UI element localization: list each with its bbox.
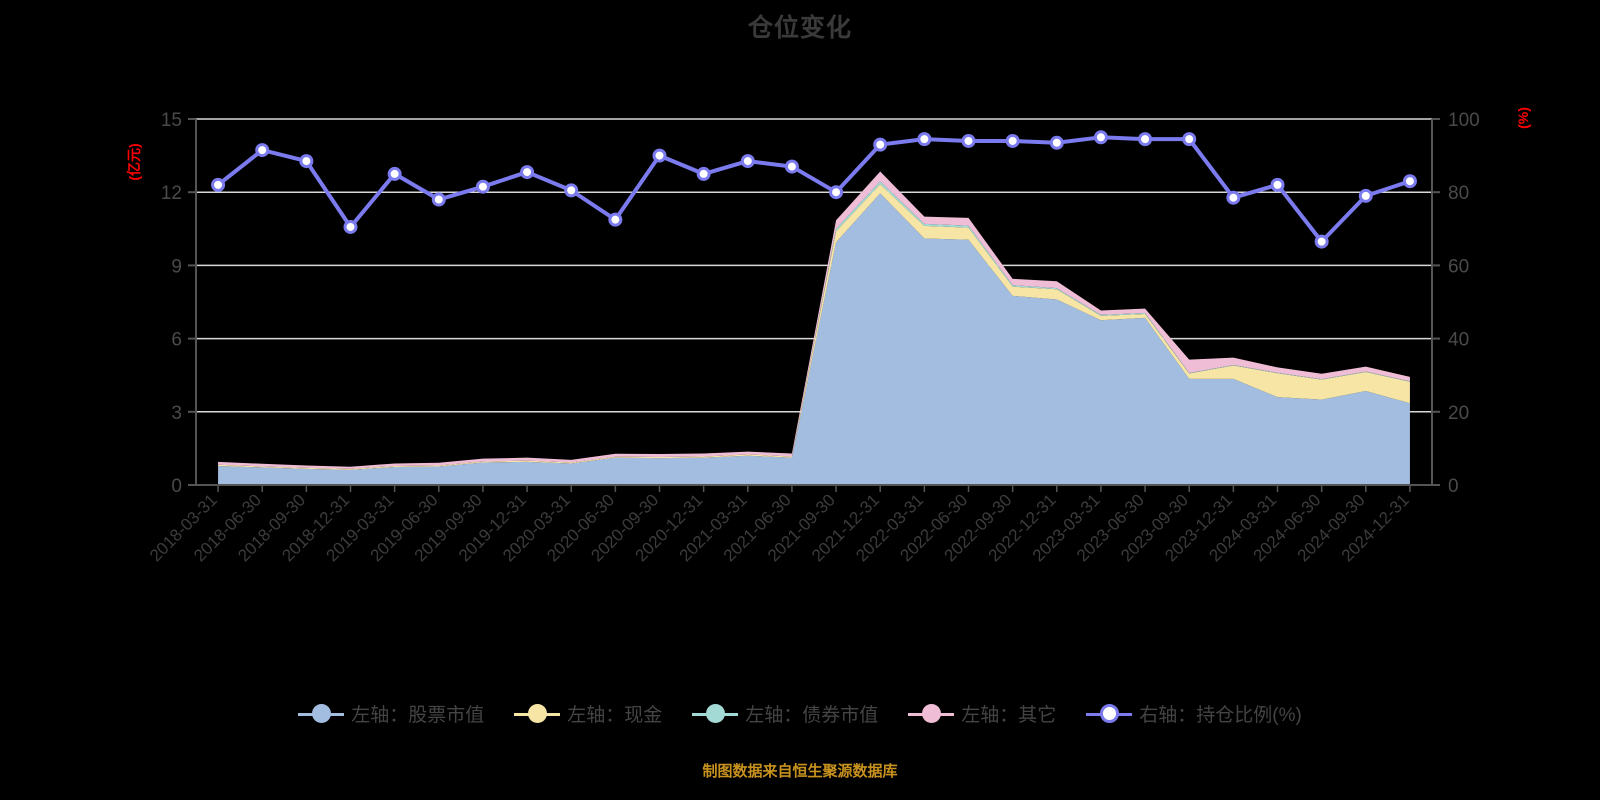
holding-ratio-point xyxy=(1005,133,1020,148)
holding-ratio-point xyxy=(343,219,358,234)
left-axis-tick-label: 3 xyxy=(171,403,182,424)
holding-ratio-point xyxy=(387,166,402,181)
right-axis-tick-label: 100 xyxy=(1448,110,1480,131)
holding-ratio-point xyxy=(299,154,314,169)
holding-ratio-point xyxy=(740,154,755,169)
holding-ratio-point xyxy=(652,148,667,163)
legend-item-3[interactable]: 左轴：其它 xyxy=(908,700,1056,727)
holding-ratio-point xyxy=(475,179,490,194)
right-axis-tick-label: 20 xyxy=(1448,403,1469,424)
legend-marker-icon xyxy=(908,704,955,724)
legend-marker-icon xyxy=(1086,704,1133,724)
legend-item-0[interactable]: 左轴：股票市值 xyxy=(298,700,484,727)
legend-label: 左轴：现金 xyxy=(567,705,663,726)
holding-ratio-point xyxy=(1226,190,1241,205)
holding-ratio-point xyxy=(1402,174,1417,189)
legend-marker-icon xyxy=(692,704,739,724)
holding-ratio-point xyxy=(1049,135,1064,150)
holding-ratio-point xyxy=(564,183,579,198)
right-axis-tick-label: 40 xyxy=(1448,330,1469,351)
legend-marker-icon xyxy=(298,704,345,724)
holding-ratio-point xyxy=(1314,234,1329,249)
holding-ratio-point xyxy=(1093,130,1108,145)
holding-ratio-point xyxy=(696,166,711,181)
area-左轴：股票市值 xyxy=(218,193,1410,486)
legend-dot xyxy=(921,704,941,723)
holding-ratio-point xyxy=(1138,132,1153,147)
holding-ratio-point xyxy=(1358,188,1373,203)
holding-ratio-point xyxy=(961,133,976,148)
right-axis-tick-label: 80 xyxy=(1448,183,1469,204)
holding-ratio-point xyxy=(1270,177,1285,192)
left-axis-tick-label: 12 xyxy=(161,183,182,204)
left-axis-tick-label: 9 xyxy=(171,256,182,277)
legend-label: 左轴：股票市值 xyxy=(351,705,485,726)
legend-marker-icon xyxy=(514,704,561,724)
position-change-chart: 03691215020406080100(亿元)(%)2018-03-31201… xyxy=(126,107,1531,565)
legend-label: 右轴：持仓比例(%) xyxy=(1139,705,1302,726)
legend-item-2[interactable]: 左轴：债券市值 xyxy=(692,700,878,727)
holding-ratio-line xyxy=(216,135,1412,244)
left-axis-unit-label: (亿元) xyxy=(126,143,142,180)
holding-ratio-point xyxy=(608,212,623,227)
legend-label: 左轴：债券市值 xyxy=(745,705,879,726)
right-axis-unit-label: (%) xyxy=(1515,107,1531,129)
holding-ratio-point xyxy=(1182,132,1197,147)
stacked-areas-group xyxy=(218,171,1410,486)
legend-item-1[interactable]: 左轴：现金 xyxy=(514,700,662,727)
holding-ratio-point xyxy=(255,143,270,158)
holding-ratio-point xyxy=(873,137,888,152)
holding-ratio-point xyxy=(917,132,932,147)
legend-item-4[interactable]: 右轴：持仓比例(%) xyxy=(1086,700,1302,727)
holding-ratio-point xyxy=(784,159,799,174)
chart-source-note: 制图数据来自恒生聚源数据库 xyxy=(702,763,898,780)
legend-dot xyxy=(527,704,547,723)
left-axis-tick-label: 6 xyxy=(171,330,182,351)
legend-label: 左轴：其它 xyxy=(961,705,1057,726)
holding-ratio-point xyxy=(520,165,535,180)
holding-ratio-point xyxy=(431,192,446,207)
legend-dot xyxy=(1099,704,1119,723)
holding-ratio-point xyxy=(829,185,844,200)
page-title: 仓位变化 xyxy=(747,14,852,42)
left-axis-tick-label: 15 xyxy=(161,110,182,131)
right-axis-tick-label: 0 xyxy=(1448,476,1459,497)
legend-dot xyxy=(311,704,331,723)
legend-dot xyxy=(705,704,725,723)
line-series-group xyxy=(211,130,1417,249)
chart-legend: 左轴：股票市值 左轴：现金 左轴：债券市值 左轴：其它 右轴：持仓比例(%) xyxy=(0,700,1600,727)
holding-ratio-point xyxy=(211,177,226,192)
left-axis-tick-label: 0 xyxy=(171,476,182,497)
right-axis-tick-label: 60 xyxy=(1448,256,1469,277)
